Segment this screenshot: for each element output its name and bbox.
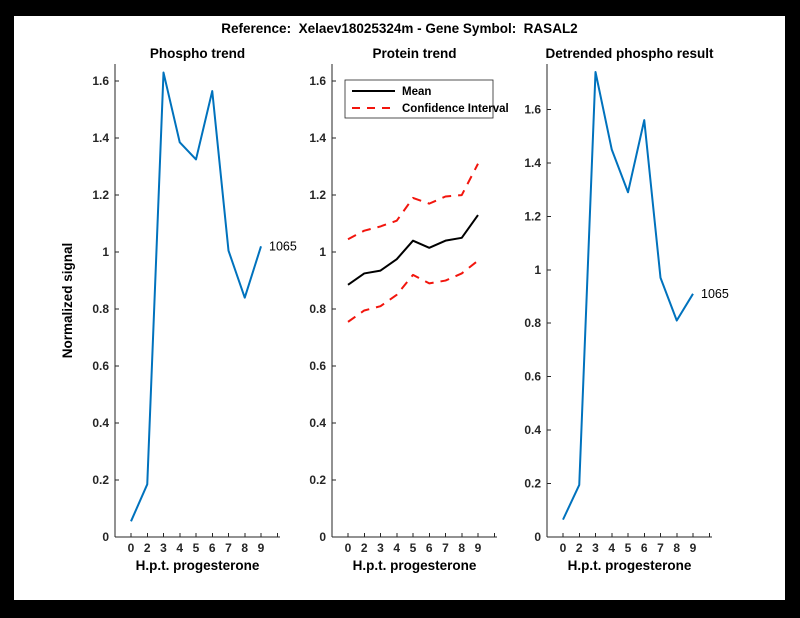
y-tick-label: 0.8 [309, 302, 326, 316]
figure-title: Reference: Xelaev18025324m - Gene Symbol… [221, 21, 578, 36]
subplot-title: Detrended phospho result [545, 46, 714, 61]
x-tick-label: 2 [144, 541, 151, 555]
y-tick-label: 1.6 [309, 74, 326, 88]
x-tick-label: 6 [641, 541, 648, 555]
y-tick-label: 1.2 [524, 209, 541, 223]
y-tick-label: 0 [534, 530, 541, 544]
x-tick-label: 0 [345, 541, 352, 555]
y-tick-label: 1.6 [92, 74, 109, 88]
x-tick-label: 5 [410, 541, 417, 555]
y-tick-label: 1.2 [92, 188, 109, 202]
x-tick-label: 0 [560, 541, 567, 555]
x-tick-label: 2 [576, 541, 583, 555]
y-tick-label: 1 [319, 245, 326, 259]
confidence-interval-upper-line [347, 163, 479, 241]
y-tick-label: 0.4 [309, 416, 326, 430]
y-tick-label: 0 [319, 530, 326, 544]
y-axis-label: Normalized signal [60, 243, 75, 359]
y-tick-label: 0.8 [92, 302, 109, 316]
y-tick-label: 1.6 [524, 102, 541, 116]
endpoint-annotation: 1065 [269, 239, 297, 253]
x-tick-label: 9 [690, 541, 697, 555]
y-tick-label: 0.6 [309, 359, 326, 373]
y-tick-label: 1 [534, 263, 541, 277]
y-tick-label: 0.4 [92, 416, 109, 430]
legend-entry-label: Confidence Interval [402, 103, 509, 115]
subplot-2: 00.20.40.60.811.21.41.60 2 3 4 5 6 7 8 9Protein … [309, 46, 508, 573]
x-tick-label: 8 [458, 541, 465, 555]
y-tick-label: 0 [102, 530, 109, 544]
x-tick-label: 8 [241, 541, 248, 555]
y-tick-label: 1.2 [309, 188, 326, 202]
mean-line [347, 214, 479, 286]
x-tick-label: 4 [608, 541, 615, 555]
y-tick-label: 0.2 [309, 473, 326, 487]
x-tick-label: 4 [393, 541, 400, 555]
x-tick-label: 5 [193, 541, 200, 555]
x-tick-label: 3 [592, 541, 599, 555]
legend-box [344, 79, 494, 119]
x-tick-label: 2 [361, 541, 368, 555]
subplot-3: 00.20.40.60.811.21.41.60 2 3 4 5 6 7 8 9Detrende… [524, 46, 729, 573]
legend-entry-label: Mean [402, 86, 431, 98]
charts-svg: 00.20.40.60.811.21.41.60 2 3 4 5 6 7 8 9Phospho … [60, 46, 729, 573]
subplot-title: Protein trend [372, 46, 456, 61]
phospho-signal-line [130, 71, 262, 522]
confidence-interval-lower-line [347, 259, 479, 323]
y-tick-label: 0.6 [92, 359, 109, 373]
x-tick-label: 5 [625, 541, 632, 555]
y-tick-label: 0.2 [92, 473, 109, 487]
x-tick-label: 4 [176, 541, 183, 555]
x-axis-label: H.p.t. progesterone [353, 558, 477, 573]
x-axis-label: H.p.t. progesterone [568, 558, 692, 573]
subplot-1: 00.20.40.60.811.21.41.60 2 3 4 5 6 7 8 9Phospho … [60, 46, 297, 573]
y-tick-label: 1.4 [524, 156, 541, 170]
x-tick-label: 7 [657, 541, 664, 555]
x-tick-label: 9 [258, 541, 265, 555]
detrended-phospho-signal-line [562, 71, 694, 521]
x-axis-label: H.p.t. progesterone [136, 558, 260, 573]
x-tick-label: 6 [209, 541, 216, 555]
y-tick-label: 1.4 [309, 131, 326, 145]
figure-canvas: Reference: Xelaev18025324m - Gene Symbol… [14, 16, 785, 600]
x-tick-label: 8 [673, 541, 680, 555]
y-tick-label: 1 [102, 245, 109, 259]
x-tick-label: 9 [475, 541, 482, 555]
y-tick-label: 0.4 [524, 423, 541, 437]
y-tick-label: 0.2 [524, 477, 541, 491]
x-tick-label: 3 [160, 541, 167, 555]
endpoint-annotation: 1065 [701, 287, 729, 301]
x-tick-label: 7 [225, 541, 232, 555]
y-tick-label: 1.4 [92, 131, 109, 145]
y-tick-label: 0.8 [524, 316, 541, 330]
x-tick-label: 7 [442, 541, 449, 555]
subplot-title: Phospho trend [150, 46, 245, 61]
x-tick-label: 0 [128, 541, 135, 555]
x-tick-label: 6 [426, 541, 433, 555]
y-tick-label: 0.6 [524, 370, 541, 384]
x-tick-label: 3 [377, 541, 384, 555]
legend: Mean Confidence Interval [344, 79, 509, 119]
